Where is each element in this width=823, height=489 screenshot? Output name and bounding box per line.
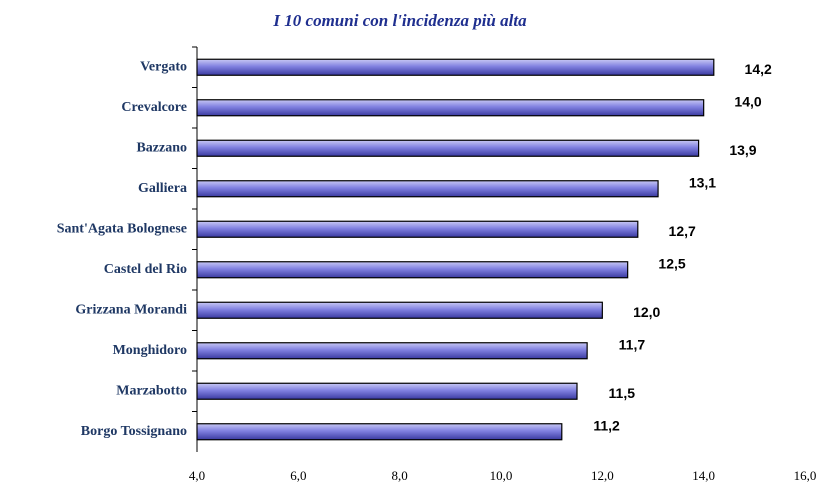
x-tick-label: 4,0 xyxy=(189,468,205,483)
bar xyxy=(196,220,639,238)
y-tick-label: Vergato xyxy=(140,59,187,74)
x-tick-label: 16,0 xyxy=(794,468,817,483)
value-label: 11,2 xyxy=(593,417,620,433)
y-tick-label: Monghidoro xyxy=(113,343,187,358)
bar xyxy=(196,180,659,198)
x-tick-label: 6,0 xyxy=(290,468,306,483)
chart-title: I 10 comuni con l'incidenza più alta xyxy=(272,11,527,30)
y-tick-label: Bazzano xyxy=(136,140,187,155)
bar xyxy=(196,261,629,279)
value-label: 13,9 xyxy=(729,142,756,158)
value-label: 12,7 xyxy=(669,223,696,239)
y-tick-label: Grizzana Morandi xyxy=(75,302,187,317)
value-label: 11,7 xyxy=(619,336,646,352)
value-label: 12,5 xyxy=(658,255,685,271)
y-tick-label: Marzabotto xyxy=(116,383,187,398)
x-tick-label: 8,0 xyxy=(392,468,408,483)
value-label: 14,0 xyxy=(734,93,761,109)
x-tick-label: 12,0 xyxy=(591,468,614,483)
bar xyxy=(196,139,700,157)
bar xyxy=(196,301,603,319)
y-tick-label: Crevalcore xyxy=(121,100,187,115)
value-label: 12,0 xyxy=(633,304,660,320)
value-label: 11,5 xyxy=(609,385,636,401)
value-label: 14,2 xyxy=(745,61,772,77)
bar xyxy=(196,423,563,441)
x-tick-label: 10,0 xyxy=(490,468,513,483)
x-tick-label: 14,0 xyxy=(692,468,715,483)
bar xyxy=(196,342,588,360)
bar xyxy=(196,382,578,400)
y-tick-label: Castel del Rio xyxy=(104,262,187,277)
bar xyxy=(196,99,705,117)
y-tick-label: Borgo Tossignano xyxy=(81,424,187,439)
y-tick-label: Sant'Agata Bolognese xyxy=(57,221,187,236)
y-tick-label: Galliera xyxy=(138,181,187,196)
value-label: 13,1 xyxy=(689,174,716,190)
bar xyxy=(196,58,715,76)
